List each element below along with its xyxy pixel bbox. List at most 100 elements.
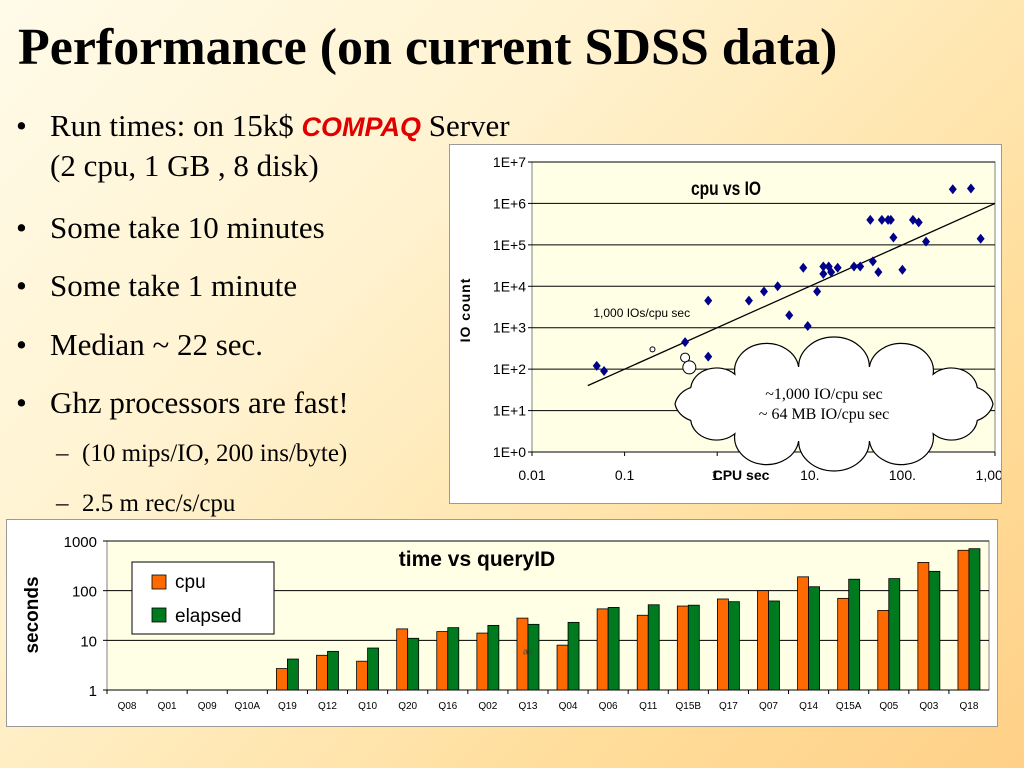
bar-cpu bbox=[276, 668, 288, 691]
bar-elapsed bbox=[968, 548, 981, 691]
scatter-point bbox=[704, 351, 713, 362]
bar-elapsed bbox=[848, 578, 861, 691]
bar-x-tick-label: Q03 bbox=[919, 701, 938, 712]
legend-swatch-elapsed bbox=[151, 607, 167, 623]
bullet-server-spec: (2 cpu, 1 GB , 8 disk) bbox=[50, 148, 319, 183]
bar-x-tick-label: Q02 bbox=[478, 701, 497, 712]
callout-cloud: ~1,000 IO/cpu sec ~ 64 MB IO/cpu sec bbox=[674, 336, 994, 472]
bar-x-tick-label: Q12 bbox=[318, 701, 337, 712]
scatter-point bbox=[799, 262, 808, 273]
bullet-dot-icon: • bbox=[16, 327, 27, 362]
bar-elapsed bbox=[407, 637, 420, 691]
bar-x-tick-label: Q01 bbox=[158, 701, 177, 712]
compaq-logo: COMPAQ bbox=[301, 112, 421, 142]
bar-elapsed bbox=[928, 570, 941, 691]
scatter-y-tick-label: 1E+0 bbox=[493, 444, 526, 460]
bar-y-tick-label: 10 bbox=[80, 633, 97, 650]
bar-x-tick-label: Q13 bbox=[519, 701, 538, 712]
scatter-x-label: CPU sec bbox=[713, 467, 770, 483]
scatter-point bbox=[704, 295, 713, 306]
scatter-point bbox=[773, 281, 782, 292]
bar-x-tick-label: Q10 bbox=[358, 701, 377, 712]
scatter-point bbox=[819, 268, 828, 279]
bar-x-tick-label: Q15B bbox=[676, 701, 702, 712]
scatter-chart-panel: 1E+0 1E+1 1E+2 1E+3 1E+4 1E+5 1E+6 1E+7 0.01 0.1 1… bbox=[449, 144, 1002, 504]
scatter-point bbox=[874, 267, 883, 278]
bar-x-tick-label: Q15A bbox=[836, 701, 862, 712]
scatter-title: cpu vs IO bbox=[691, 178, 761, 200]
bar-elapsed bbox=[728, 601, 740, 691]
scatter-x-tick-label: 0.1 bbox=[615, 467, 635, 483]
bar-x-tick-label: Q04 bbox=[559, 701, 578, 712]
slide-title: Performance (on current SDSS data) bbox=[18, 19, 838, 76]
dash-icon: – bbox=[56, 440, 69, 467]
bar-elapsed bbox=[527, 623, 540, 691]
bar-cpu bbox=[957, 549, 970, 691]
legend-swatch-cpu bbox=[151, 574, 167, 590]
scatter-point bbox=[886, 214, 895, 225]
bar-cpu bbox=[797, 576, 809, 691]
scatter-x-tick-label: 10. bbox=[800, 467, 819, 483]
scatter-point bbox=[948, 184, 957, 195]
bar-cpu bbox=[556, 644, 569, 691]
scatter-point bbox=[759, 286, 768, 297]
bullet-run-times-suffix: Server bbox=[420, 108, 510, 143]
bar-cpu bbox=[676, 605, 689, 691]
scatter-y-tick-label: 1E+6 bbox=[493, 195, 526, 211]
scatter-point bbox=[592, 360, 601, 371]
bar-elapsed bbox=[327, 650, 339, 691]
scatter-point bbox=[833, 262, 842, 273]
scatter-y-tick-label: 1E+2 bbox=[493, 361, 526, 377]
bar-elapsed bbox=[607, 607, 620, 691]
scatter-point bbox=[824, 261, 833, 272]
scatter-point bbox=[966, 183, 975, 194]
scatter-x-tick-label: 100. bbox=[889, 467, 916, 483]
callout-line-2: ~ 64 MB IO/cpu sec bbox=[759, 406, 889, 423]
bar-elapsed bbox=[647, 604, 660, 691]
fit-line-label: 1,000 IOs/cpu sec bbox=[593, 306, 690, 320]
bar-cpu bbox=[917, 562, 930, 691]
scatter-point bbox=[785, 310, 794, 321]
bar-chart-panel: 1 10 100 1000 Q08 Q01 Q09 Q10A Q19 Q12 Q10 Q20 Q16 Q0… bbox=[6, 519, 998, 727]
scatter-point bbox=[877, 214, 886, 225]
scatter-chart: 1E+0 1E+1 1E+2 1E+3 1E+4 1E+5 1E+6 1E+7 0.01 0.1 1… bbox=[457, 154, 1001, 483]
scatter-point bbox=[600, 366, 609, 377]
scatter-x-tick-label: 0.01 bbox=[518, 467, 545, 483]
scatter-point bbox=[889, 232, 898, 243]
scatter-point bbox=[898, 264, 907, 275]
bar-annotation: ae bbox=[523, 646, 533, 656]
scatter-point bbox=[819, 261, 828, 272]
bar-elapsed bbox=[567, 621, 580, 691]
scatter-y-tick-label: 1E+3 bbox=[493, 320, 526, 336]
bar-cpu bbox=[476, 632, 489, 691]
bar-elapsed bbox=[487, 624, 500, 691]
scatter-point bbox=[681, 337, 690, 348]
scatter-point bbox=[976, 233, 985, 244]
bar-cpu bbox=[316, 654, 328, 691]
cloud-shape bbox=[674, 336, 994, 472]
bar-x-tick-label: Q19 bbox=[278, 701, 297, 712]
scatter-point bbox=[744, 295, 753, 306]
bar-cpu bbox=[596, 608, 609, 691]
bar-elapsed bbox=[287, 658, 299, 691]
bullet-dot-icon: • bbox=[16, 268, 27, 303]
bar-y-label: seconds bbox=[22, 576, 43, 653]
bullet-dot-icon: • bbox=[16, 385, 27, 420]
bar-elapsed bbox=[447, 627, 460, 691]
bar-cpu bbox=[636, 614, 649, 691]
bullet-run-times-text: Run times: on 15k$ bbox=[50, 108, 302, 143]
scatter-y-tick-label: 1E+4 bbox=[493, 278, 526, 294]
bar-x-tick-label: Q17 bbox=[719, 701, 738, 712]
bar-x-tick-label: Q20 bbox=[398, 701, 417, 712]
scatter-point bbox=[922, 236, 931, 247]
bar-cpu bbox=[877, 610, 890, 691]
scatter-point bbox=[868, 256, 877, 267]
bar-elapsed bbox=[367, 647, 379, 691]
bar-x-tick-label: Q07 bbox=[759, 701, 778, 712]
bar-title: time vs queryID bbox=[399, 548, 555, 571]
bar-x-tick-label: Q16 bbox=[438, 701, 457, 712]
scatter-point bbox=[908, 214, 917, 225]
bar-x-tick-label: Q18 bbox=[960, 701, 979, 712]
bar-x-tick-label: Q08 bbox=[118, 701, 137, 712]
legend-label-cpu: cpu bbox=[175, 572, 206, 593]
